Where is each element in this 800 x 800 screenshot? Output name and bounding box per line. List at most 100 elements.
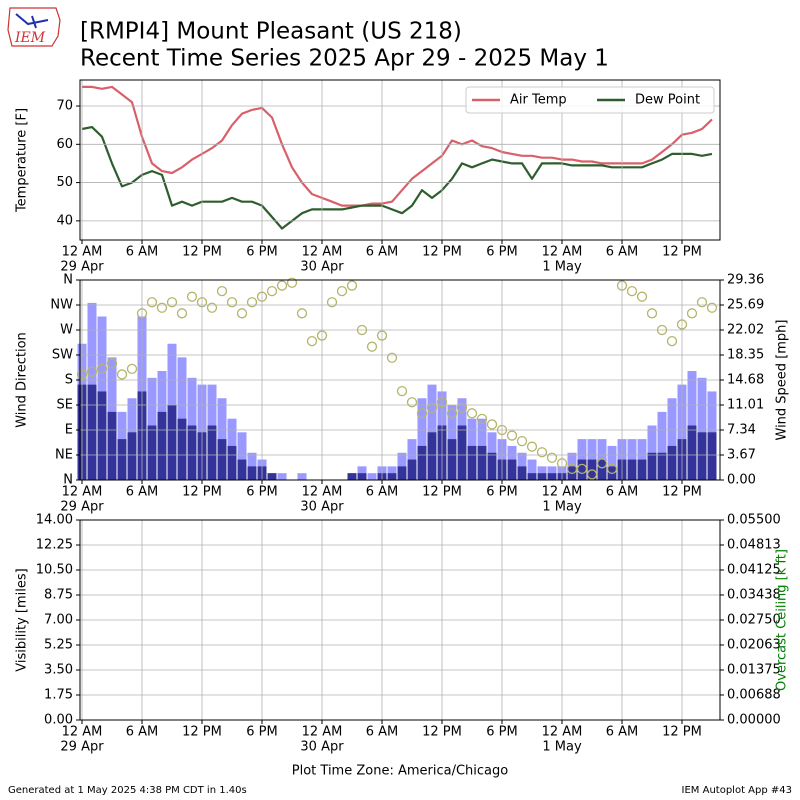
bar (517, 466, 527, 480)
bar (527, 459, 537, 480)
bar (97, 391, 107, 480)
bar (697, 432, 707, 480)
legend-label: Dew Point (635, 93, 700, 108)
direction-point (286, 277, 298, 288)
logo-mark (15, 13, 49, 29)
direction-point (216, 285, 228, 297)
bar (467, 445, 477, 480)
bar (267, 473, 277, 480)
y-tick-label: 8.75 (44, 588, 73, 603)
x-tick-label: 12 AM (62, 725, 103, 740)
x-tick-label: 6 AM (366, 245, 399, 260)
bar (247, 466, 257, 480)
bar (457, 425, 467, 480)
y-tick-label: NW (50, 298, 73, 313)
direction-point (596, 458, 608, 469)
x-date-label: 30 Apr (300, 740, 344, 755)
y2-axis-label: Overcast Ceiling [k ft] (775, 549, 790, 691)
logo-text: IEM (14, 30, 46, 46)
x-axis-label: Plot Time Zone: America/Chicago (292, 764, 508, 779)
bar (217, 439, 227, 480)
bar (527, 473, 537, 480)
legend-label: Air Temp (510, 93, 567, 108)
bar (697, 377, 707, 480)
direction-point (126, 363, 138, 375)
x-tick-label: 12 AM (302, 485, 343, 500)
x-tick-label: 12 PM (182, 485, 222, 500)
bar (357, 473, 367, 480)
x-tick-label: 6 PM (246, 245, 277, 260)
bar (397, 466, 407, 480)
direction-point (366, 341, 378, 352)
y-tick-label: SE (57, 398, 73, 413)
direction-point (276, 280, 288, 291)
y2-tick-label: 0.00688 (727, 687, 781, 702)
bar (87, 384, 97, 480)
line (82, 85, 713, 207)
bar (417, 445, 427, 480)
y-tick-label: 7.00 (44, 613, 73, 628)
legend: Air Temp Dew Point (465, 86, 715, 114)
x-date-label: 1 May (542, 500, 582, 515)
bar (657, 452, 667, 480)
x-tick-label: 6 AM (606, 245, 639, 260)
y2-tick-label: 29.36 (727, 273, 764, 288)
y-axis-label: Visibility [miles] (15, 568, 30, 671)
x-tick-label: 12 AM (302, 725, 343, 740)
x-tick-label: 6 PM (246, 725, 277, 740)
bar (357, 466, 367, 480)
y-tick-label: N (63, 273, 73, 288)
chart-title: [RMPI4] Mount Pleasant (US 218) (80, 19, 462, 45)
direction-point (586, 469, 598, 480)
direction-point (146, 297, 158, 308)
direction-point (456, 402, 468, 413)
y-tick-label: N (63, 473, 73, 488)
y-tick-label: 14.00 (36, 513, 73, 528)
bar (547, 473, 557, 480)
direction-point (446, 408, 458, 419)
bar (537, 466, 547, 480)
x-tick-label: 6 AM (606, 485, 639, 500)
y2-tick-label: 0.04813 (727, 537, 781, 552)
bar (667, 398, 677, 480)
bar (227, 445, 237, 480)
direction-point (566, 463, 578, 475)
x-tick-label: 6 AM (126, 245, 159, 260)
y2-tick-label: 18.35 (727, 348, 764, 363)
bar (687, 425, 697, 480)
x-tick-label: 12 PM (662, 245, 702, 260)
x-tick-label: 6 PM (246, 485, 277, 500)
panel: 12 AM 6 AM 12 PM 6 PM 12 AM 6 AM 12 PM 6 PM 12 A… (15, 513, 790, 779)
direction-point (246, 297, 258, 308)
y2-tick-label: 7.34 (727, 423, 756, 438)
bar (427, 432, 437, 480)
y2-tick-label: 25.69 (727, 298, 764, 313)
direction-point (516, 435, 528, 447)
bar (107, 411, 117, 480)
y2-tick-label: 14.68 (727, 373, 764, 388)
direction-point (296, 308, 308, 319)
x-tick-label: 12 PM (182, 245, 222, 260)
y-tick-label: 12.25 (36, 538, 73, 553)
chart-subtitle: Recent Time Series 2025 Apr 29 - 2025 Ma… (80, 46, 609, 72)
y-axis-label: Wind Direction (15, 332, 30, 428)
x-date-label: 1 May (542, 740, 582, 755)
marks (81, 85, 713, 230)
direction-point (696, 297, 708, 308)
x-tick-label: 6 AM (366, 725, 399, 740)
x-tick-label: 12 PM (422, 245, 462, 260)
direction-point (406, 397, 418, 408)
bar (387, 466, 397, 480)
direction-point (306, 335, 318, 347)
direction-point (506, 430, 518, 441)
x-date-label: 30 Apr (300, 260, 344, 275)
y-tick-label: 70 (56, 99, 73, 114)
y2-tick-label: 0.02750 (727, 613, 781, 628)
direction-point (606, 463, 618, 475)
y-tick-label: 10.50 (36, 563, 73, 578)
y-tick-label: 50 (56, 175, 73, 190)
x-tick-label: 12 PM (422, 485, 462, 500)
direction-point (386, 352, 398, 363)
y-tick-label: SW (52, 348, 73, 363)
